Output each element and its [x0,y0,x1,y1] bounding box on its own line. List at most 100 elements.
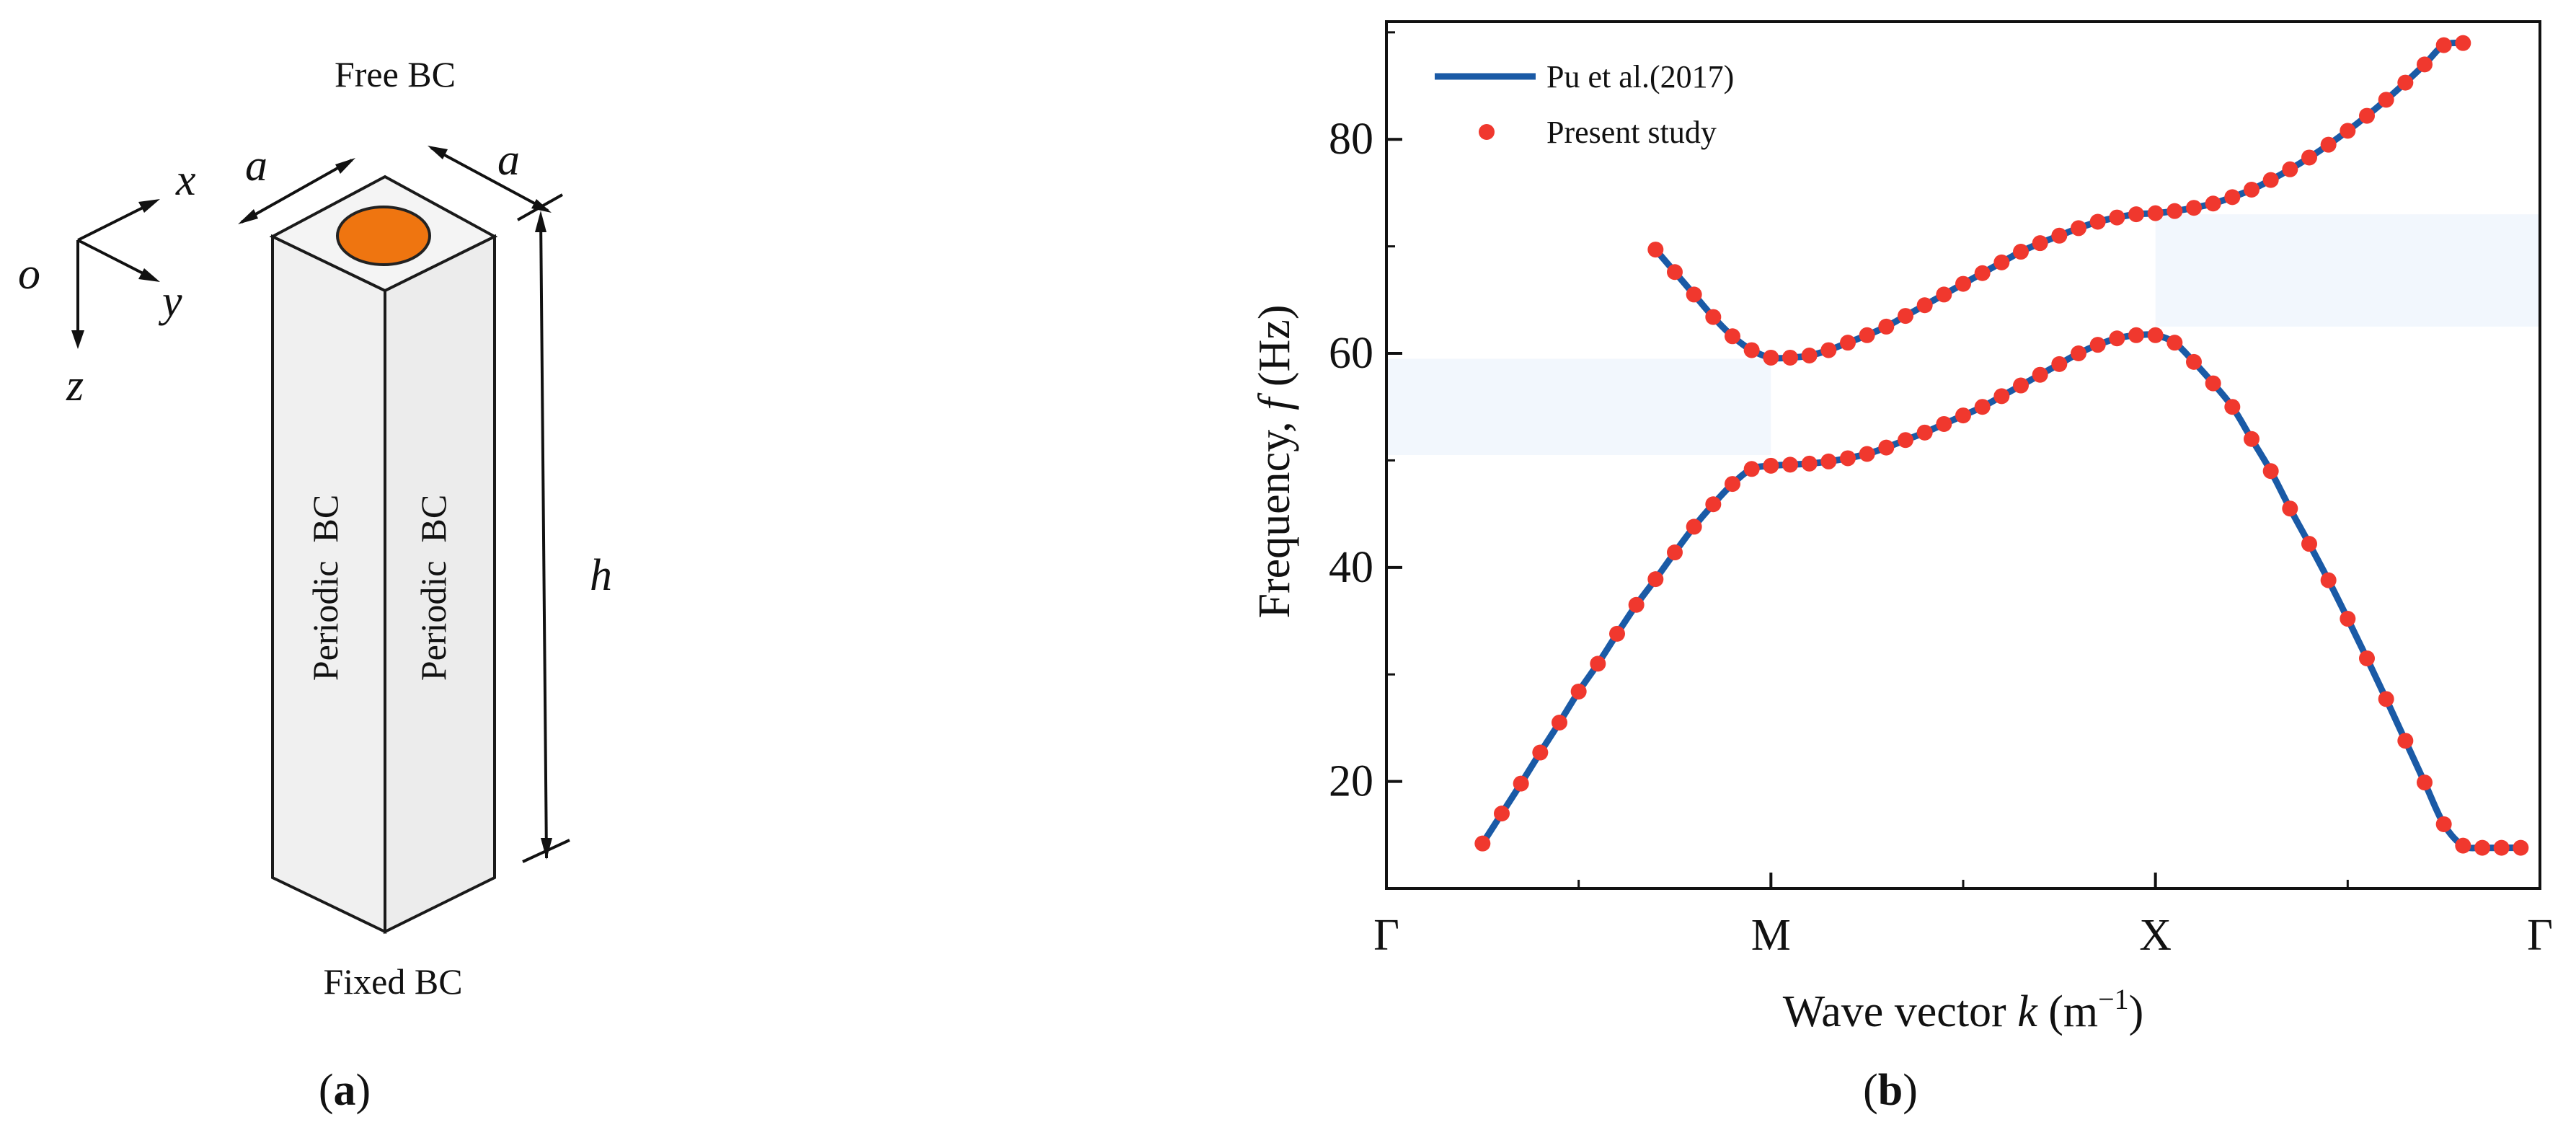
x-axis-label-unit-close: ) [2129,987,2144,1036]
data-point [1686,286,1702,303]
band-gap-layer [1386,214,2540,455]
data-point [1859,327,1875,343]
dim-a-right-arrowhead-1 [428,146,448,159]
data-point [2320,572,2337,588]
data-point [2320,136,2337,153]
data-point [1570,683,1587,700]
data-point [2071,220,2086,237]
x-tick-label: M [1751,911,1791,960]
data-point [2071,345,2086,362]
legend-marker-swatch [1479,124,1495,140]
y-tick-label: 40 [1329,543,1373,592]
data-point [1705,496,1722,513]
y-tick-label: 60 [1329,329,1373,378]
dim-h-arrowhead-bottom [541,838,552,860]
data-point [1916,424,1933,441]
data-point [2224,399,2241,415]
axis-y-line [77,239,152,279]
dim-h-line [539,216,548,859]
data-point [1820,342,1837,358]
data-point [2032,235,2048,252]
data-point [1801,347,1818,363]
data-point [2340,123,2356,139]
data-point [1763,349,1779,366]
caption-a: (a) [319,1066,371,1115]
data-point [2128,327,2144,343]
axis-x-label: x [175,156,196,205]
data-point [1686,518,1702,535]
data-point [2205,375,2221,392]
dim-a-left-label: a [245,141,267,190]
marker-layer [1474,35,2529,856]
data-point [1743,461,1760,477]
data-point [2244,431,2259,447]
data-point [1898,432,1913,449]
data-point [2147,327,2164,343]
data-point [1628,596,1645,613]
free-bc-label: Free BC [335,54,456,94]
data-point [1974,265,1991,281]
data-point [2397,733,2414,749]
data-point [2455,837,2471,854]
data-point [1936,415,1952,432]
data-point [2013,377,2029,394]
fixed-bc-label: Fixed BC [323,961,462,1002]
data-point [1552,714,1567,731]
x-axis-label-unit-open: (m [2037,987,2098,1036]
caption-b: (b) [1863,1066,1918,1115]
data-point [1725,328,1740,345]
data-point [2417,56,2433,73]
dim-a-left-arrowhead-1 [238,209,258,224]
data-point [2128,206,2144,223]
x-tick-label: Γ [2527,911,2553,960]
data-point [2417,774,2433,791]
dim-h-tick-top [517,193,563,221]
periodic-bc-left-label: Periodic BC [305,495,345,681]
axis-y-label: y [158,277,182,326]
caption-b-letter: b [1878,1066,1903,1115]
data-point [2032,366,2048,383]
data-point [2013,244,2029,260]
y-tick-label: 20 [1329,757,1373,806]
data-point [2262,172,2279,188]
data-point [1494,806,1510,822]
dim-a-right-arrow [430,146,549,212]
data-point [1801,455,1818,472]
axis-x-line [77,202,152,242]
data-point [1878,439,1895,456]
data-point [1820,453,1837,469]
data-point [2378,691,2394,707]
axis-x-arrowhead [138,199,160,213]
dim-h-arrowhead-top [535,211,546,232]
data-point [2359,650,2375,666]
data-point [2493,839,2510,856]
data-point [2244,181,2259,198]
data-point [2359,107,2375,124]
data-point [1955,275,1971,292]
data-point [2435,816,2452,832]
y-axis-label-unit: (Hz) [1250,305,1299,398]
data-point [1609,625,1625,642]
data-point [1859,446,1875,462]
data-point [1898,308,1913,325]
axis-z-arrowhead [71,330,84,349]
data-point [2166,203,2183,219]
data-point [2186,200,2202,216]
dim-a-left-arrow [241,159,353,224]
data-point [2340,611,2356,627]
data-point [1878,318,1895,335]
data-point [2109,209,2125,226]
legend: Pu et al.(2017) Present study [1435,59,1734,150]
band-gap-1 [1386,358,1771,455]
caption-a-open: ( [319,1066,334,1115]
data-point [2435,37,2452,53]
axis-z-label: z [66,361,84,410]
data-point [1916,297,1933,314]
data-point [1725,476,1740,493]
data-point [1974,399,1991,415]
data-point [2397,74,2414,91]
data-point [2282,161,2298,177]
data-point [2205,195,2221,212]
